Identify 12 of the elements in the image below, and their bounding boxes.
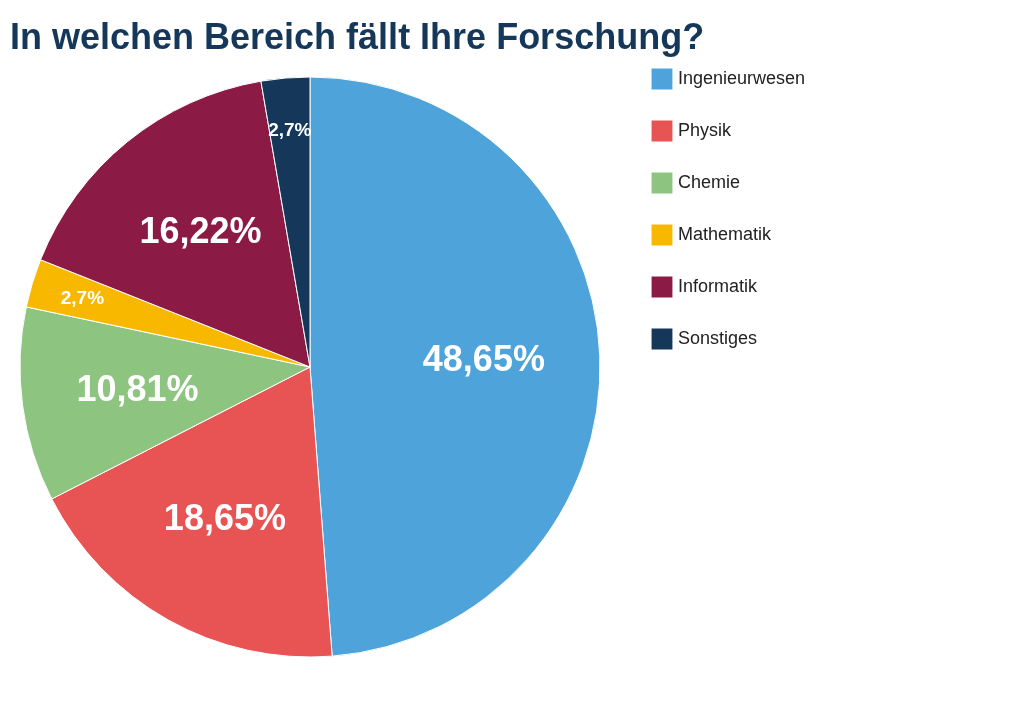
legend-label: Chemie (678, 172, 741, 192)
legend-label: Physik (678, 120, 733, 140)
legend-label: Ingenieurwesen (678, 68, 806, 88)
legend-label: Mathematik (678, 224, 773, 244)
chart-title: In welchen Bereich fällt Ihre Forschung? (10, 16, 705, 57)
data-label: 16,22% (139, 209, 262, 251)
data-label: 2,7% (60, 287, 105, 309)
legend-label: Informatik (678, 276, 759, 296)
data-label: 18,65% (163, 496, 286, 538)
data-label: 48,65% (422, 338, 545, 380)
data-label: 10,81% (76, 367, 199, 409)
legend-label: Sonstiges (678, 328, 758, 348)
